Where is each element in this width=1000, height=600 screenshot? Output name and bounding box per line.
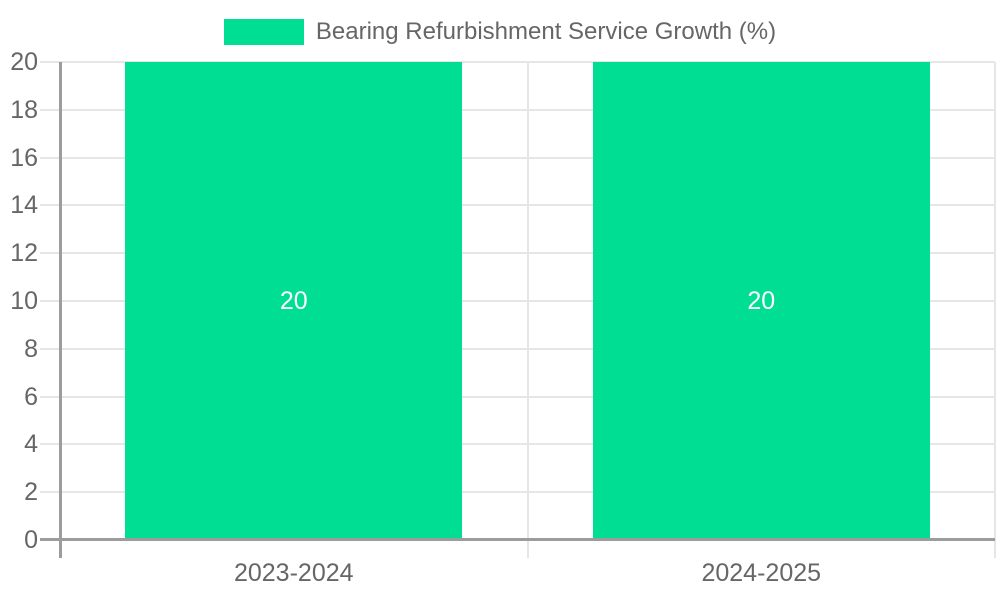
y-gridline bbox=[40, 347, 995, 350]
legend-label: Bearing Refurbishment Service Growth (%) bbox=[315, 18, 777, 45]
bar-2024-2025[interactable] bbox=[592, 62, 930, 540]
y-gridline bbox=[40, 491, 995, 494]
x-axis-category-label: 2024-2025 bbox=[701, 559, 822, 587]
y-gridline bbox=[40, 204, 995, 207]
y-axis-tick-label: 18 bbox=[10, 95, 38, 124]
y-axis-line bbox=[59, 62, 62, 558]
y-axis-tick-label: 2 bbox=[24, 478, 38, 507]
bar-2023-2024[interactable] bbox=[125, 62, 463, 540]
y-axis-tick-label: 12 bbox=[10, 239, 38, 268]
legend-color-swatch bbox=[223, 19, 304, 45]
y-gridline bbox=[40, 252, 995, 255]
y-gridline bbox=[40, 300, 995, 302]
y-axis-tick-label: 4 bbox=[24, 430, 38, 459]
x-axis-line bbox=[40, 538, 995, 541]
y-axis-tick-label: 16 bbox=[10, 143, 38, 172]
y-gridline bbox=[40, 156, 995, 159]
y-axis-tick-label: 20 bbox=[10, 48, 38, 76]
y-axis-tick-label: 10 bbox=[10, 287, 38, 315]
x-axis-category-label: 2023-2024 bbox=[233, 559, 354, 587]
y-axis-tick-label: 14 bbox=[10, 191, 38, 220]
y-axis-tick-label: 0 bbox=[24, 526, 38, 554]
chart-legend[interactable]: Bearing Refurbishment Service Growth (%) bbox=[0, 15, 1000, 49]
plot-area: 20 20 bbox=[40, 61, 996, 558]
y-gridline bbox=[40, 443, 995, 446]
y-gridline bbox=[40, 61, 995, 63]
y-axis-tick-label: 8 bbox=[24, 334, 38, 363]
category-boundary-gridline bbox=[994, 62, 996, 558]
category-boundary-gridline bbox=[526, 62, 529, 558]
y-gridline bbox=[40, 395, 995, 398]
y-gridline bbox=[40, 108, 995, 111]
y-axis-tick-label: 6 bbox=[24, 382, 38, 411]
